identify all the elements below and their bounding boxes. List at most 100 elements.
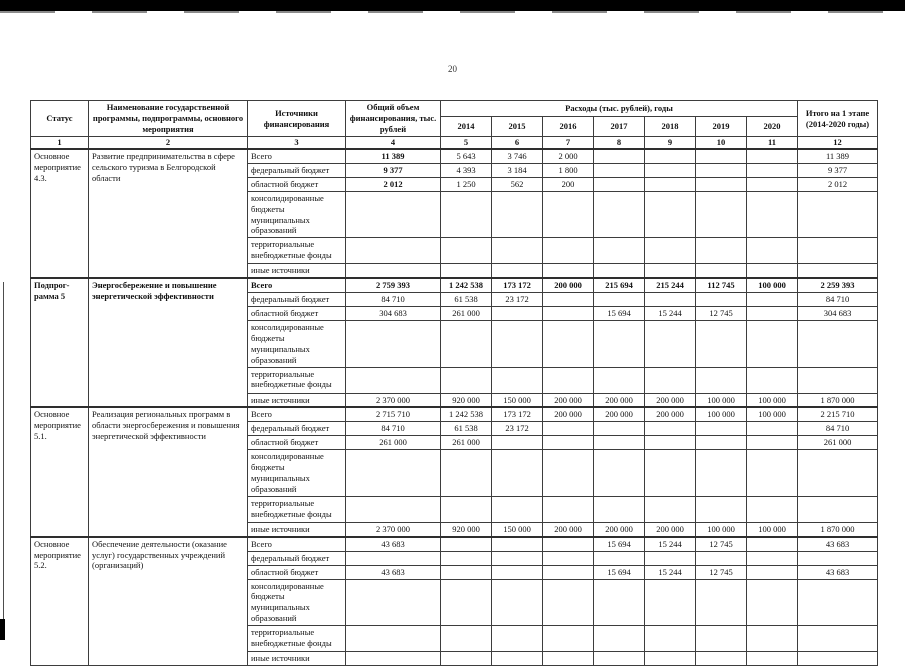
value-2019 — [695, 651, 747, 666]
value-2014 — [440, 366, 492, 394]
value-2015: 23 172 — [491, 292, 543, 307]
value-2020 — [745, 320, 799, 368]
value-2015 — [491, 263, 543, 279]
total-volume-value: 2 759 393 — [345, 277, 441, 294]
value-2014 — [440, 190, 492, 239]
source-cell: иные источники — [247, 263, 346, 279]
total-volume-value: 261 000 — [345, 435, 441, 451]
status-cell: Основное мероприятие 5.2. — [30, 535, 89, 666]
total-volume-value — [345, 263, 441, 279]
value-2014: 1 250 — [440, 176, 492, 192]
header-status: Статус — [30, 100, 89, 137]
value-2016 — [542, 292, 594, 307]
header-year-2018: 2018 — [644, 116, 696, 137]
value-2015 — [491, 190, 543, 239]
stage-total-value: 43 683 — [797, 564, 879, 580]
column-number-5: 5 — [440, 135, 492, 150]
value-2015: 150 000 — [491, 392, 543, 408]
source-cell: областной бюджет — [247, 176, 346, 192]
value-2015: 150 000 — [491, 521, 543, 538]
scan-artifact-left-line — [3, 282, 4, 640]
value-2016: 200 000 — [542, 521, 594, 538]
stage-total-value: 84 710 — [797, 292, 879, 307]
value-2014: 1 242 538 — [440, 406, 492, 423]
value-2014: 261 000 — [440, 435, 492, 451]
column-number-3: 3 — [247, 135, 346, 150]
value-2017 — [593, 435, 645, 451]
value-2014 — [440, 625, 492, 652]
value-2016 — [542, 435, 594, 451]
source-cell: областной бюджет — [247, 306, 346, 321]
total-volume-value: 11 389 — [345, 147, 441, 164]
scan-artifact-top-dashes — [0, 11, 905, 13]
total-volume-value — [345, 578, 441, 626]
stage-total-value: 84 710 — [797, 421, 879, 437]
value-2016 — [542, 564, 594, 580]
value-2018 — [644, 435, 696, 451]
table-row: консолидированные бюджеты муниципальных … — [31, 449, 879, 497]
value-2014: 5 643 — [440, 147, 492, 164]
value-2018 — [644, 550, 696, 566]
value-2014 — [440, 564, 492, 580]
stage-total-value — [797, 550, 879, 566]
value-2015: 173 172 — [491, 406, 543, 423]
value-2019 — [695, 263, 747, 279]
table-row: консолидированные бюджеты муниципальных … — [31, 190, 879, 239]
value-2019 — [695, 578, 747, 626]
total-volume-value: 84 710 — [345, 292, 441, 307]
scan-artifact-corner-blob — [0, 619, 5, 640]
value-2017 — [593, 190, 645, 239]
value-2015 — [491, 625, 543, 652]
value-2017 — [593, 495, 645, 523]
value-2017 — [593, 421, 645, 437]
value-2019: 100 000 — [695, 406, 747, 423]
value-2015: 23 172 — [491, 421, 543, 437]
value-2016 — [542, 535, 594, 552]
total-volume-value: 43 683 — [345, 535, 441, 552]
total-volume-value — [345, 237, 441, 265]
table-row: областной бюджет 2 012 1 250 562 200 2 012 — [31, 176, 879, 192]
value-2020 — [745, 651, 799, 666]
total-volume-value: 304 683 — [345, 306, 441, 321]
value-2016 — [542, 449, 594, 497]
value-2015 — [491, 495, 543, 523]
header-expenses-group: Расходы (тыс. рублей), годы — [439, 100, 799, 117]
value-2016 — [542, 550, 594, 566]
program-cell: Развитие предпринимательства в сфере сел… — [88, 147, 248, 279]
value-2014 — [440, 263, 492, 279]
source-cell: территориальные внебюджетные фонды — [247, 237, 346, 265]
header-row-years: 2014 2015 2016 2017 2018 2019 2020 — [31, 116, 878, 137]
total-volume-value: 2 370 000 — [345, 521, 441, 538]
table-row: Основное мероприятие 4.3. Развитие предпр… — [30, 147, 879, 279]
value-2019 — [695, 237, 747, 265]
column-number-6: 6 — [491, 135, 543, 150]
value-2018 — [644, 190, 696, 239]
value-2015 — [491, 550, 543, 566]
value-2014 — [440, 578, 492, 626]
value-2019 — [695, 495, 747, 523]
value-2017 — [593, 176, 645, 192]
value-2018 — [644, 625, 696, 652]
value-2016 — [542, 578, 594, 626]
table-row: областной бюджет 261 000 261 000 261 000 — [31, 435, 879, 451]
value-2017: 15 694 — [593, 564, 645, 580]
value-2016: 200 — [542, 176, 594, 192]
value-2017: 215 694 — [593, 277, 645, 294]
value-2018: 200 000 — [644, 392, 696, 408]
value-2020 — [745, 237, 799, 265]
value-2017 — [593, 578, 645, 626]
value-2014 — [440, 320, 492, 368]
stage-total-value — [797, 190, 879, 239]
header-year-2019: 2019 — [695, 116, 747, 137]
value-2018 — [644, 578, 696, 626]
value-2015 — [491, 651, 543, 666]
value-2019 — [695, 550, 747, 566]
header-total-volume: Общий объем финансирования, тыс. рублей — [345, 100, 441, 137]
header-year-2016: 2016 — [542, 116, 594, 137]
value-2019: 112 745 — [695, 277, 747, 294]
value-2017 — [593, 292, 645, 307]
stage-total-value: 11 389 — [797, 147, 879, 164]
stage-total-value — [797, 237, 879, 265]
value-2017: 200 000 — [593, 392, 645, 408]
value-2018 — [644, 263, 696, 279]
